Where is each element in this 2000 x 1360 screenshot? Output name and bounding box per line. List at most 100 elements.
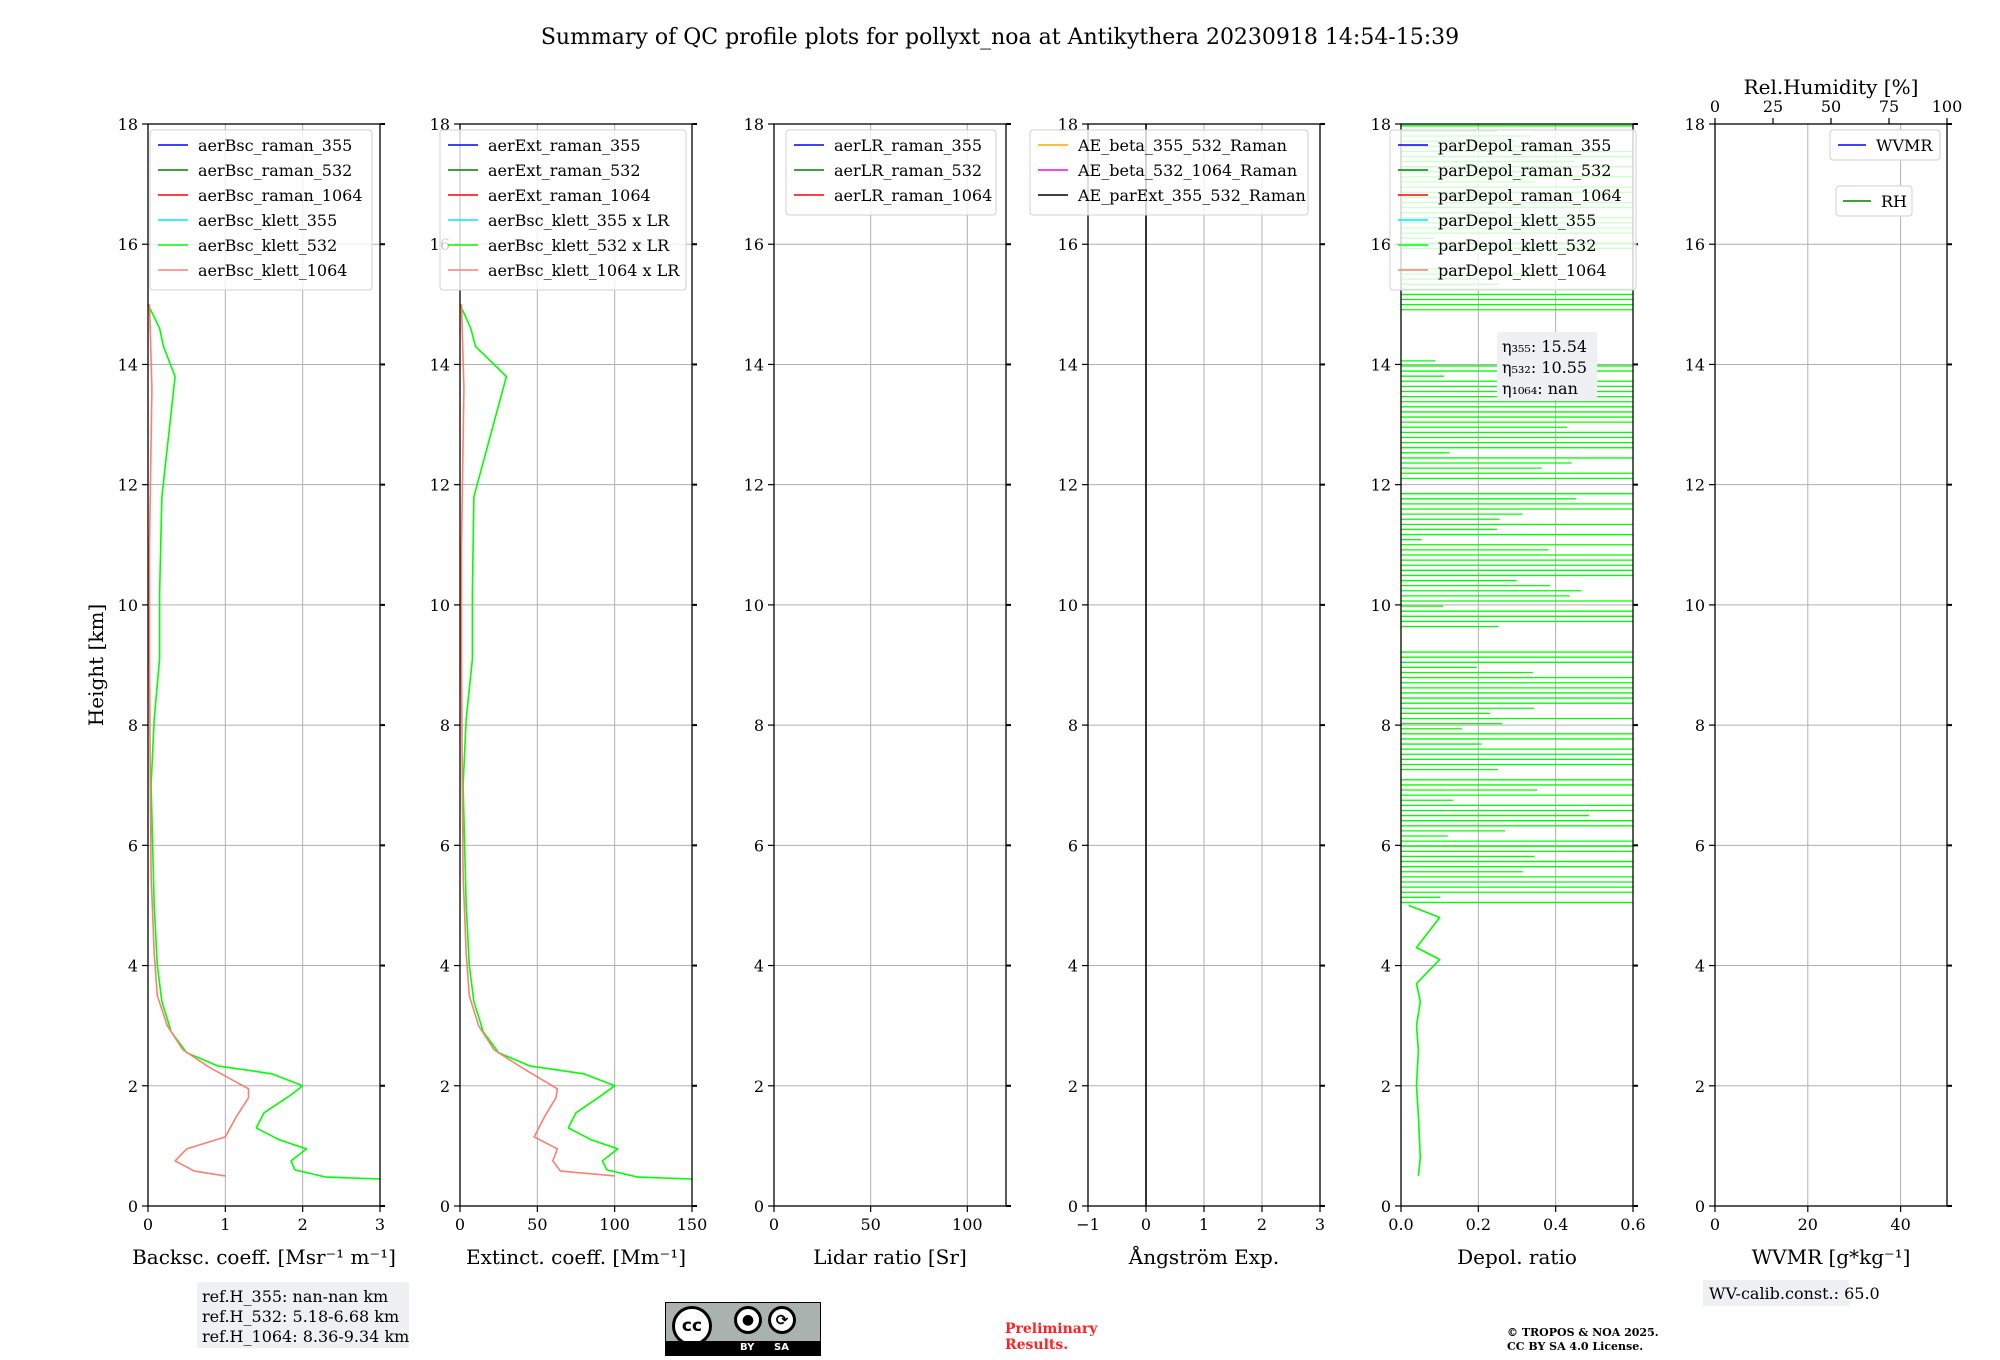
x-axis-label: Lidar ratio [Sr]: [813, 1245, 967, 1269]
x-axis-label: Depol. ratio: [1457, 1245, 1577, 1269]
y-tick-label: 6: [754, 836, 764, 855]
y-tick-label: 14: [118, 355, 138, 374]
attribution-person-icon: ●: [734, 1306, 762, 1334]
y-tick-label: 14: [1058, 355, 1078, 374]
legend-entry: parDepol_raman_1064: [1438, 186, 1622, 205]
y-tick-label: 6: [1068, 836, 1078, 855]
x-tick-label: 2: [1257, 1215, 1267, 1234]
y-tick-label: 0: [754, 1197, 764, 1216]
legend-entry: aerBsc_klett_1064: [198, 261, 347, 280]
y-tick-label: 12: [1371, 476, 1391, 495]
y-tick-label: 2: [128, 1077, 138, 1096]
series-line-aerBsc_klett_1064 x LR: [460, 304, 615, 1177]
x-tick-label: 3: [375, 1215, 385, 1234]
legend-box: [439, 129, 687, 291]
legend-entry: aerBsc_klett_532: [198, 236, 337, 255]
y-tick-label: 8: [440, 716, 450, 735]
x-tick-label: 100: [599, 1215, 630, 1234]
y-tick-label: 16: [1685, 235, 1705, 254]
preliminary-label: Results.: [1005, 1337, 1068, 1353]
y-tick-label: 14: [430, 355, 450, 374]
copyright-line: © TROPOS & NOA 2025.: [1507, 1326, 1659, 1339]
y-tick-label: 4: [1695, 957, 1705, 976]
legend-entry: aerLR_raman_1064: [834, 186, 992, 205]
y-tick-label: 4: [440, 957, 450, 976]
copyright-line: CC BY SA 4.0 License.: [1507, 1340, 1643, 1353]
y-tick-label: 0: [128, 1197, 138, 1216]
y-tick-label: 10: [744, 596, 764, 615]
x-tick-label: 0: [455, 1215, 465, 1234]
legend-entry: parDepol_klett_1064: [1438, 261, 1607, 280]
y-tick-label: 8: [1381, 716, 1391, 735]
y-tick-label: 2: [1695, 1077, 1705, 1096]
y-tick-label: 14: [744, 355, 764, 374]
x-tick-label: 150: [677, 1215, 708, 1234]
top-x-tick-label: 100: [1932, 97, 1963, 116]
x-tick-label: 0.2: [1466, 1215, 1491, 1234]
x-tick-label: 20: [1798, 1215, 1818, 1234]
x-axis-label: Ångström Exp.: [1128, 1244, 1279, 1269]
series-line-aerBsc_klett_532: [147, 303, 381, 1180]
y-tick-label: 0: [1381, 1197, 1391, 1216]
badge-by-label: BY: [740, 1342, 755, 1353]
y-tick-label: 10: [118, 596, 138, 615]
legend-entry: parDepol_klett_355: [1438, 211, 1596, 230]
y-tick-label: 18: [1058, 115, 1078, 134]
legend-entry: aerLR_raman_355: [834, 136, 982, 155]
y-tick-label: 16: [118, 235, 138, 254]
eta-annotation-box: [1497, 332, 1597, 400]
x-tick-label: 0: [1141, 1215, 1151, 1234]
y-tick-label: 6: [1381, 836, 1391, 855]
y-tick-label: 12: [1685, 476, 1705, 495]
legend-box: [149, 129, 373, 291]
legend-box: [785, 129, 997, 216]
legend-entry: AE_beta_355_532_Raman: [1077, 136, 1287, 155]
x-axis-label: Extinct. coeff. [Mm⁻¹]: [466, 1245, 686, 1269]
y-tick-label: 8: [1068, 716, 1078, 735]
y-tick-label: 0: [1068, 1197, 1078, 1216]
top-x-tick-label: 75: [1879, 97, 1899, 116]
plot-frame: [459, 123, 693, 1207]
x-tick-label: 1: [1199, 1215, 1209, 1234]
y-tick-label: 0: [1695, 1197, 1705, 1216]
figure-title: Summary of QC profile plots for pollyxt_…: [541, 25, 1459, 50]
y-tick-label: 6: [440, 836, 450, 855]
cc-logo-icon: cc: [672, 1306, 712, 1346]
x-tick-label: 1: [220, 1215, 230, 1234]
y-tick-label: 10: [1058, 596, 1078, 615]
refh-annotation-line: ref.H_1064: 8.36-9.34 km: [202, 1327, 409, 1346]
y-tick-label: 10: [430, 596, 450, 615]
x-tick-label: 0.4: [1543, 1215, 1568, 1234]
y-tick-label: 12: [1058, 476, 1078, 495]
cc-by-sa-license-badge: cc ● ⟳ BY SA: [665, 1302, 821, 1356]
x-tick-label: 50: [527, 1215, 547, 1234]
y-tick-label: 18: [430, 115, 450, 134]
x-tick-label: 50: [860, 1215, 880, 1234]
wv-calib-box: [1703, 1280, 1849, 1306]
y-tick-label: 6: [128, 836, 138, 855]
x-tick-label: 0.0: [1388, 1215, 1413, 1234]
plot-frame: [147, 123, 381, 1207]
series-line-aerBsc_klett_1064: [148, 304, 250, 1177]
x-tick-label: 0: [1710, 1215, 1720, 1234]
x-tick-label: 0.6: [1620, 1215, 1645, 1234]
y-tick-label: 18: [744, 115, 764, 134]
legend-entry: aerBsc_klett_532 x LR: [488, 236, 670, 255]
legend-entry: AE_beta_532_1064_Raman: [1077, 161, 1297, 180]
y-tick-label: 12: [744, 476, 764, 495]
series-line-parDepol_klett_532: [1408, 904, 1441, 1176]
refh-annotation-line: ref.H_532: 5.18-6.68 km: [202, 1307, 399, 1326]
x-tick-label: 2: [298, 1215, 308, 1234]
legend-entry: WVMR: [1876, 136, 1933, 155]
preliminary-label: Preliminary: [1005, 1321, 1098, 1337]
series-line-aerBsc_klett_532 x LR: [459, 303, 693, 1180]
x-axis-label: WVMR [g*kg⁻¹]: [1752, 1245, 1911, 1269]
legend-box-wvmr: [1829, 129, 1941, 161]
x-tick-label: 40: [1890, 1215, 1910, 1234]
eta-annotation-line: η₅₃₂: 10.55: [1502, 358, 1587, 377]
legend-box-rh: [1835, 185, 1913, 217]
license-badge-band: BY SA: [666, 1341, 820, 1355]
legend-entry: aerBsc_klett_1064 x LR: [488, 261, 680, 280]
share-alike-icon: ⟳: [768, 1306, 796, 1334]
